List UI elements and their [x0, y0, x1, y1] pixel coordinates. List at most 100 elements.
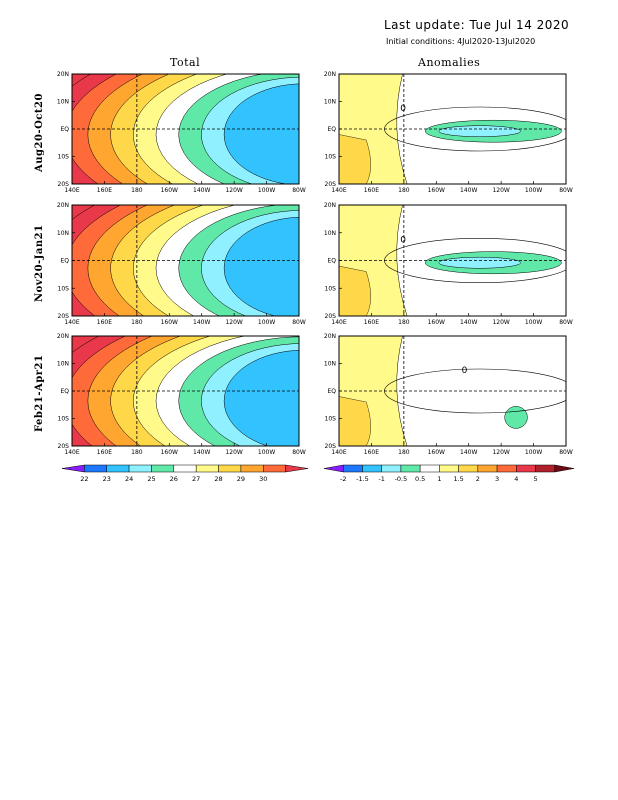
- x-tick-label: 80W: [559, 187, 573, 194]
- x-tick-label: 160E: [364, 319, 379, 326]
- y-tick-label: 10S: [58, 154, 70, 161]
- colorbar-swatch: [381, 464, 402, 473]
- y-tick-label: 20S: [325, 313, 337, 320]
- x-tick-label: 80W: [559, 319, 573, 326]
- colorbar-swatch: [84, 464, 107, 473]
- colorbar-swatch: [535, 464, 556, 473]
- y-tick-label: EQ: [327, 126, 336, 133]
- y-tick-label: 10N: [57, 230, 69, 237]
- y-tick-label: 10S: [325, 285, 337, 292]
- x-tick-label: 140E: [64, 319, 79, 326]
- panel-total-1: 140E 160E 180 160W 140W 120W 100W 80W 20N 10N EQ 10…: [57, 71, 306, 194]
- panel-field: [72, 205, 299, 316]
- x-tick-label: 140W: [460, 449, 477, 456]
- initial-conditions-text: Initial conditions: 4Jul2020-13Jul2020: [386, 37, 536, 46]
- colorbar-label: -1.5: [356, 475, 369, 483]
- colorbar-label: -1: [378, 475, 384, 483]
- panel-anomalies-2: 0 140E 160E 180 160W 140W 120W 100W 80W 20N 10N EQ 1…: [324, 202, 573, 326]
- x-tick-label: 120W: [225, 319, 242, 326]
- x-tick-label: 180: [131, 187, 143, 194]
- x-tick-label: 100W: [525, 449, 542, 456]
- x-tick-label: 140W: [193, 449, 210, 456]
- colorbar-swatch: [151, 464, 175, 473]
- colorbar-swatch: [439, 464, 459, 473]
- x-tick-label: 180: [131, 449, 143, 456]
- column-title-total: Total: [170, 56, 201, 69]
- x-tick-label: 120W: [492, 449, 509, 456]
- colorbar-label: 29: [237, 475, 245, 483]
- y-tick-label: EQ: [327, 258, 336, 265]
- y-tick-label: 20N: [324, 202, 336, 209]
- y-tick-label: 10S: [325, 154, 337, 161]
- last-update-text: Last update: Tue Jul 14 2020: [384, 18, 570, 32]
- y-tick-label: EQ: [60, 258, 69, 265]
- x-tick-label: 140W: [193, 187, 210, 194]
- y-tick-label: 20N: [324, 71, 336, 78]
- x-tick-label: 140W: [193, 319, 210, 326]
- colorbar-swatch: [342, 464, 363, 473]
- colorbar-swatch: [128, 464, 152, 473]
- y-tick-label: EQ: [60, 388, 69, 395]
- y-tick-label: 10N: [324, 99, 336, 106]
- x-tick-label: 160E: [364, 187, 379, 194]
- y-tick-label: 20S: [58, 181, 70, 188]
- x-tick-label: 180: [131, 319, 143, 326]
- x-tick-label: 180: [398, 449, 410, 456]
- y-tick-label: 10S: [58, 416, 70, 423]
- y-tick-label: 20S: [58, 443, 70, 450]
- colorbar-label: 3: [495, 475, 499, 483]
- x-tick-label: 140E: [331, 187, 346, 194]
- y-tick-label: 10N: [324, 230, 336, 237]
- panel-anomalies-3: 0 140E 160E 180 160W 140W 120W 100W 80W 20N 10N EQ 1…: [324, 333, 573, 456]
- colorbar-swatch: [323, 464, 344, 473]
- x-tick-label: 100W: [258, 449, 275, 456]
- panel-total-2: 140E 160E 180 160W 140W 120W 100W 80W 20N 10N EQ 10…: [57, 202, 306, 326]
- y-tick-label: 10S: [325, 416, 337, 423]
- y-tick-label: 20N: [57, 202, 69, 209]
- colorbar-swatch: [400, 464, 421, 473]
- x-tick-label: 120W: [225, 449, 242, 456]
- colorbar-swatch: [195, 464, 219, 473]
- colorbar-label: 0.5: [415, 475, 425, 483]
- contour-label-zero: 0: [400, 235, 406, 245]
- x-tick-label: 160E: [364, 449, 379, 456]
- colorbar-label: 25: [147, 475, 155, 483]
- colorbar-swatch: [240, 464, 264, 473]
- y-tick-label: 10N: [324, 361, 336, 368]
- y-tick-label: 20N: [57, 71, 69, 78]
- x-tick-label: 100W: [258, 187, 275, 194]
- x-tick-label: 160E: [97, 449, 112, 456]
- x-tick-label: 120W: [492, 187, 509, 194]
- colorbar-label: 22: [80, 475, 88, 483]
- colorbar-swatch: [554, 464, 575, 473]
- x-tick-label: 160W: [428, 449, 445, 456]
- x-tick-label: 140E: [64, 187, 79, 194]
- colorbar-label: 1.5: [453, 475, 463, 483]
- x-tick-label: 160W: [161, 319, 178, 326]
- colorbar-swatch: [477, 464, 498, 473]
- x-tick-label: 160E: [97, 187, 112, 194]
- colorbar-swatch: [516, 464, 536, 473]
- column-title-anomalies: Anomalies: [418, 56, 481, 69]
- colorbar-swatch: [458, 464, 479, 473]
- colorbar-anomalies: -2 -1.5 -1 -0.5 0.5 1 1.5 2 3 4 5: [323, 464, 575, 483]
- colorbar-swatch: [419, 464, 440, 473]
- colorbar-label: 4: [514, 475, 518, 483]
- colorbar-label: 27: [192, 475, 200, 483]
- x-tick-label: 160W: [161, 449, 178, 456]
- colorbar-swatch: [496, 464, 517, 473]
- x-tick-label: 140E: [331, 319, 346, 326]
- colorbar-swatch: [173, 464, 197, 473]
- colorbar-total: 22 23 24 25 26 27 28 29 30: [61, 464, 309, 483]
- x-tick-label: 120W: [492, 319, 509, 326]
- panel-field: [339, 205, 566, 316]
- x-tick-label: 140W: [460, 319, 477, 326]
- y-tick-label: 10S: [58, 285, 70, 292]
- contour-label-zero: 0: [462, 366, 468, 376]
- y-tick-label: 10N: [57, 361, 69, 368]
- x-tick-label: 100W: [258, 319, 275, 326]
- colorbar-label: -2: [340, 475, 346, 483]
- x-tick-label: 160W: [428, 319, 445, 326]
- y-tick-label: 10N: [57, 99, 69, 106]
